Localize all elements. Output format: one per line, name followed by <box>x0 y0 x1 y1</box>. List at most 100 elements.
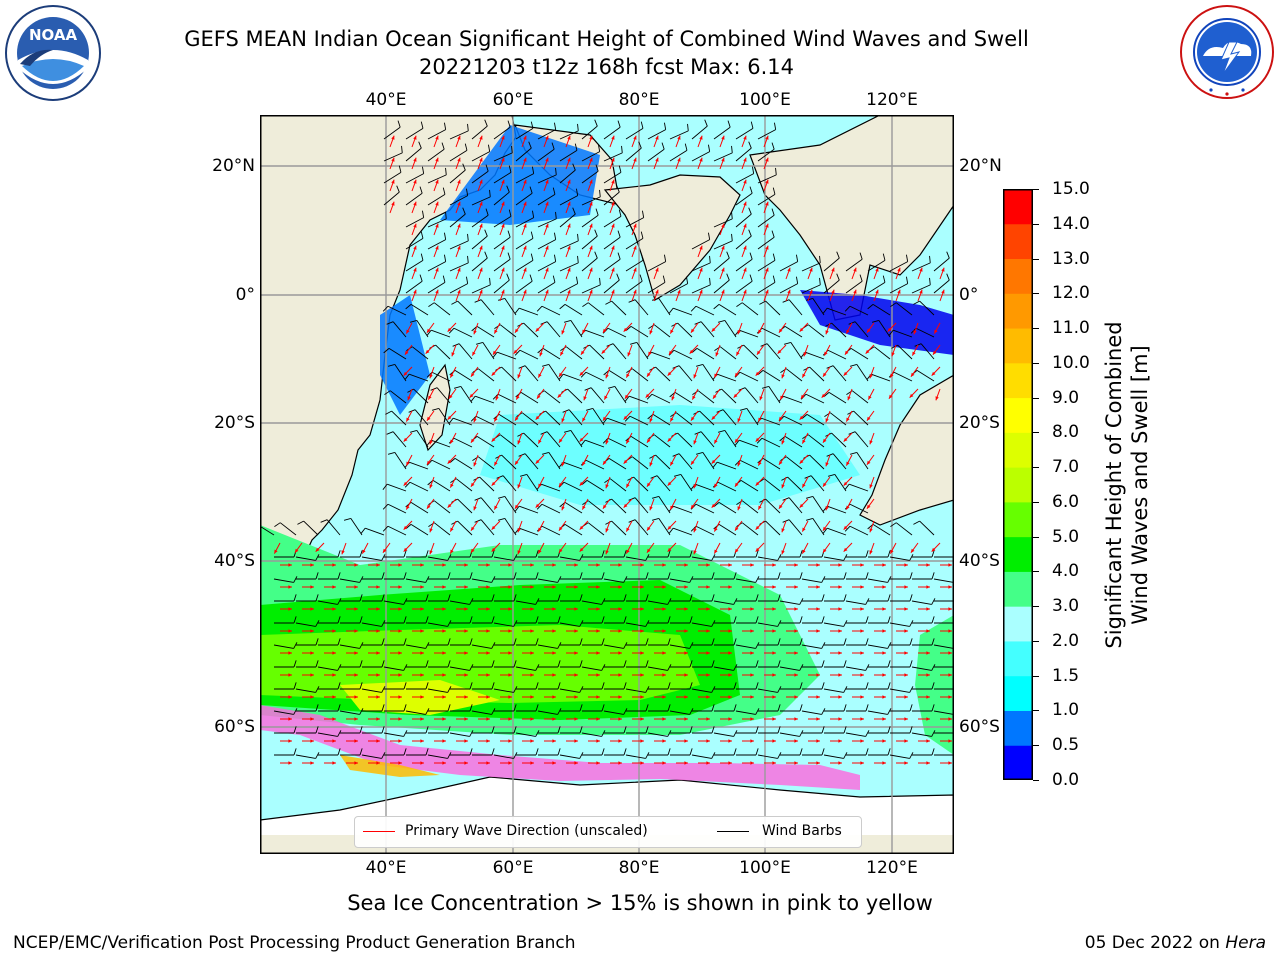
wave-direction-arrow <box>477 157 483 170</box>
wave-direction-arrow <box>910 542 919 554</box>
wave-direction-arrow <box>368 673 380 677</box>
colorbar-tick-mark <box>1033 571 1039 573</box>
wave-direction-arrow <box>852 651 864 655</box>
wave-direction-arrow <box>801 366 809 378</box>
wind-barb <box>758 726 781 734</box>
wave-direction-arrow <box>470 542 479 554</box>
wind-barb <box>581 730 606 737</box>
colorbar-tick-label: 8.0 <box>1052 422 1080 443</box>
wave-direction-arrow <box>896 695 908 699</box>
wave-direction-arrow <box>742 717 754 721</box>
wind-barb <box>428 594 451 602</box>
wind-barb <box>735 576 760 583</box>
wind-barb <box>756 437 781 448</box>
wave-direction-arrow <box>580 344 589 356</box>
wind-barb <box>317 598 342 605</box>
wind-barb <box>494 572 517 580</box>
wind-barb <box>428 660 451 668</box>
wind-barb <box>670 660 693 668</box>
wave-direction-arrow <box>713 366 721 378</box>
wave-direction-arrow <box>587 201 593 214</box>
wind-barb <box>913 300 935 316</box>
wind-barb <box>582 302 605 316</box>
wave-direction-arrow <box>852 607 864 611</box>
wind-barb <box>934 555 954 558</box>
wind-barb <box>405 253 424 272</box>
wind-barb <box>868 594 891 602</box>
wave-direction-arrow <box>719 245 725 258</box>
wave-direction-arrow <box>536 388 545 400</box>
wind-barb <box>912 550 935 558</box>
wave-direction-arrow <box>786 717 798 721</box>
wave-direction-arrow <box>910 366 919 378</box>
wind-barb <box>560 704 583 712</box>
wind-barb <box>648 550 671 558</box>
wind-barb <box>846 550 869 558</box>
wind-barb <box>604 726 627 734</box>
wave-direction-arrow <box>632 585 644 589</box>
wave-direction-arrow <box>455 179 461 192</box>
wave-direction-arrow <box>302 673 314 677</box>
wind-barb <box>823 686 848 693</box>
wave-direction-arrow <box>579 366 589 376</box>
wind-barb <box>603 230 621 250</box>
wave-direction-arrow <box>581 454 589 466</box>
wind-barb <box>757 620 782 627</box>
wind-barb <box>362 594 385 602</box>
wave-direction-arrow <box>803 344 809 357</box>
wind-barb <box>450 616 473 624</box>
wave-direction-arrow <box>801 476 809 488</box>
wave-direction-arrow <box>808 761 820 765</box>
wave-direction-arrow <box>390 739 402 743</box>
wind-barb <box>519 473 539 492</box>
wave-direction-arrow <box>478 651 490 655</box>
wind-barb <box>648 748 671 756</box>
wind-barb <box>538 682 561 690</box>
wave-direction-arrow <box>693 520 699 533</box>
wave-direction-arrow <box>755 542 765 552</box>
wave-direction-arrow <box>874 761 886 765</box>
wind-barb <box>514 505 539 514</box>
wind-barb <box>472 550 495 558</box>
wave-direction-arrow <box>940 739 952 743</box>
wave-direction-arrow <box>649 454 655 467</box>
wind-barb <box>559 188 579 206</box>
wind-barb <box>541 363 561 382</box>
wave-direction-arrow <box>433 179 439 192</box>
wave-direction-arrow <box>734 542 743 554</box>
wave-direction-arrow <box>786 739 798 743</box>
wind-barb <box>516 638 539 646</box>
wind-barb <box>471 229 488 250</box>
colorbar-bin <box>1003 571 1033 607</box>
wave-direction-arrow <box>764 651 776 655</box>
wave-direction-arrow <box>822 520 831 532</box>
wind-barb <box>824 572 847 580</box>
wave-direction-arrow <box>499 245 505 258</box>
wave-direction-arrow <box>499 289 505 302</box>
wave-direction-arrow <box>829 267 835 280</box>
wind-barb <box>691 119 708 140</box>
wind-barb <box>559 620 584 627</box>
wave-direction-arrow <box>822 476 831 488</box>
wave-direction-arrow <box>719 157 725 170</box>
wind-barb <box>317 730 342 737</box>
wave-direction-arrow <box>390 673 402 677</box>
wave-direction-arrow <box>763 179 769 192</box>
wind-barb <box>471 164 489 184</box>
wave-direction-arrow <box>852 695 864 699</box>
wind-barb <box>933 710 954 715</box>
wave-direction-arrow <box>324 629 336 633</box>
wind-barb <box>624 395 649 404</box>
wave-direction-arrow <box>715 344 721 357</box>
wind-barb <box>384 748 407 756</box>
wave-direction-arrow <box>869 520 875 533</box>
wind-barb <box>515 121 534 140</box>
wave-direction-arrow <box>889 542 897 554</box>
wind-barb <box>493 230 511 250</box>
wave-direction-arrow <box>361 542 369 554</box>
wind-barb <box>471 189 491 206</box>
wind-barb <box>849 451 869 470</box>
wave-direction-arrow <box>499 223 505 236</box>
wave-direction-arrow <box>720 695 732 699</box>
wind-barb <box>450 682 473 690</box>
